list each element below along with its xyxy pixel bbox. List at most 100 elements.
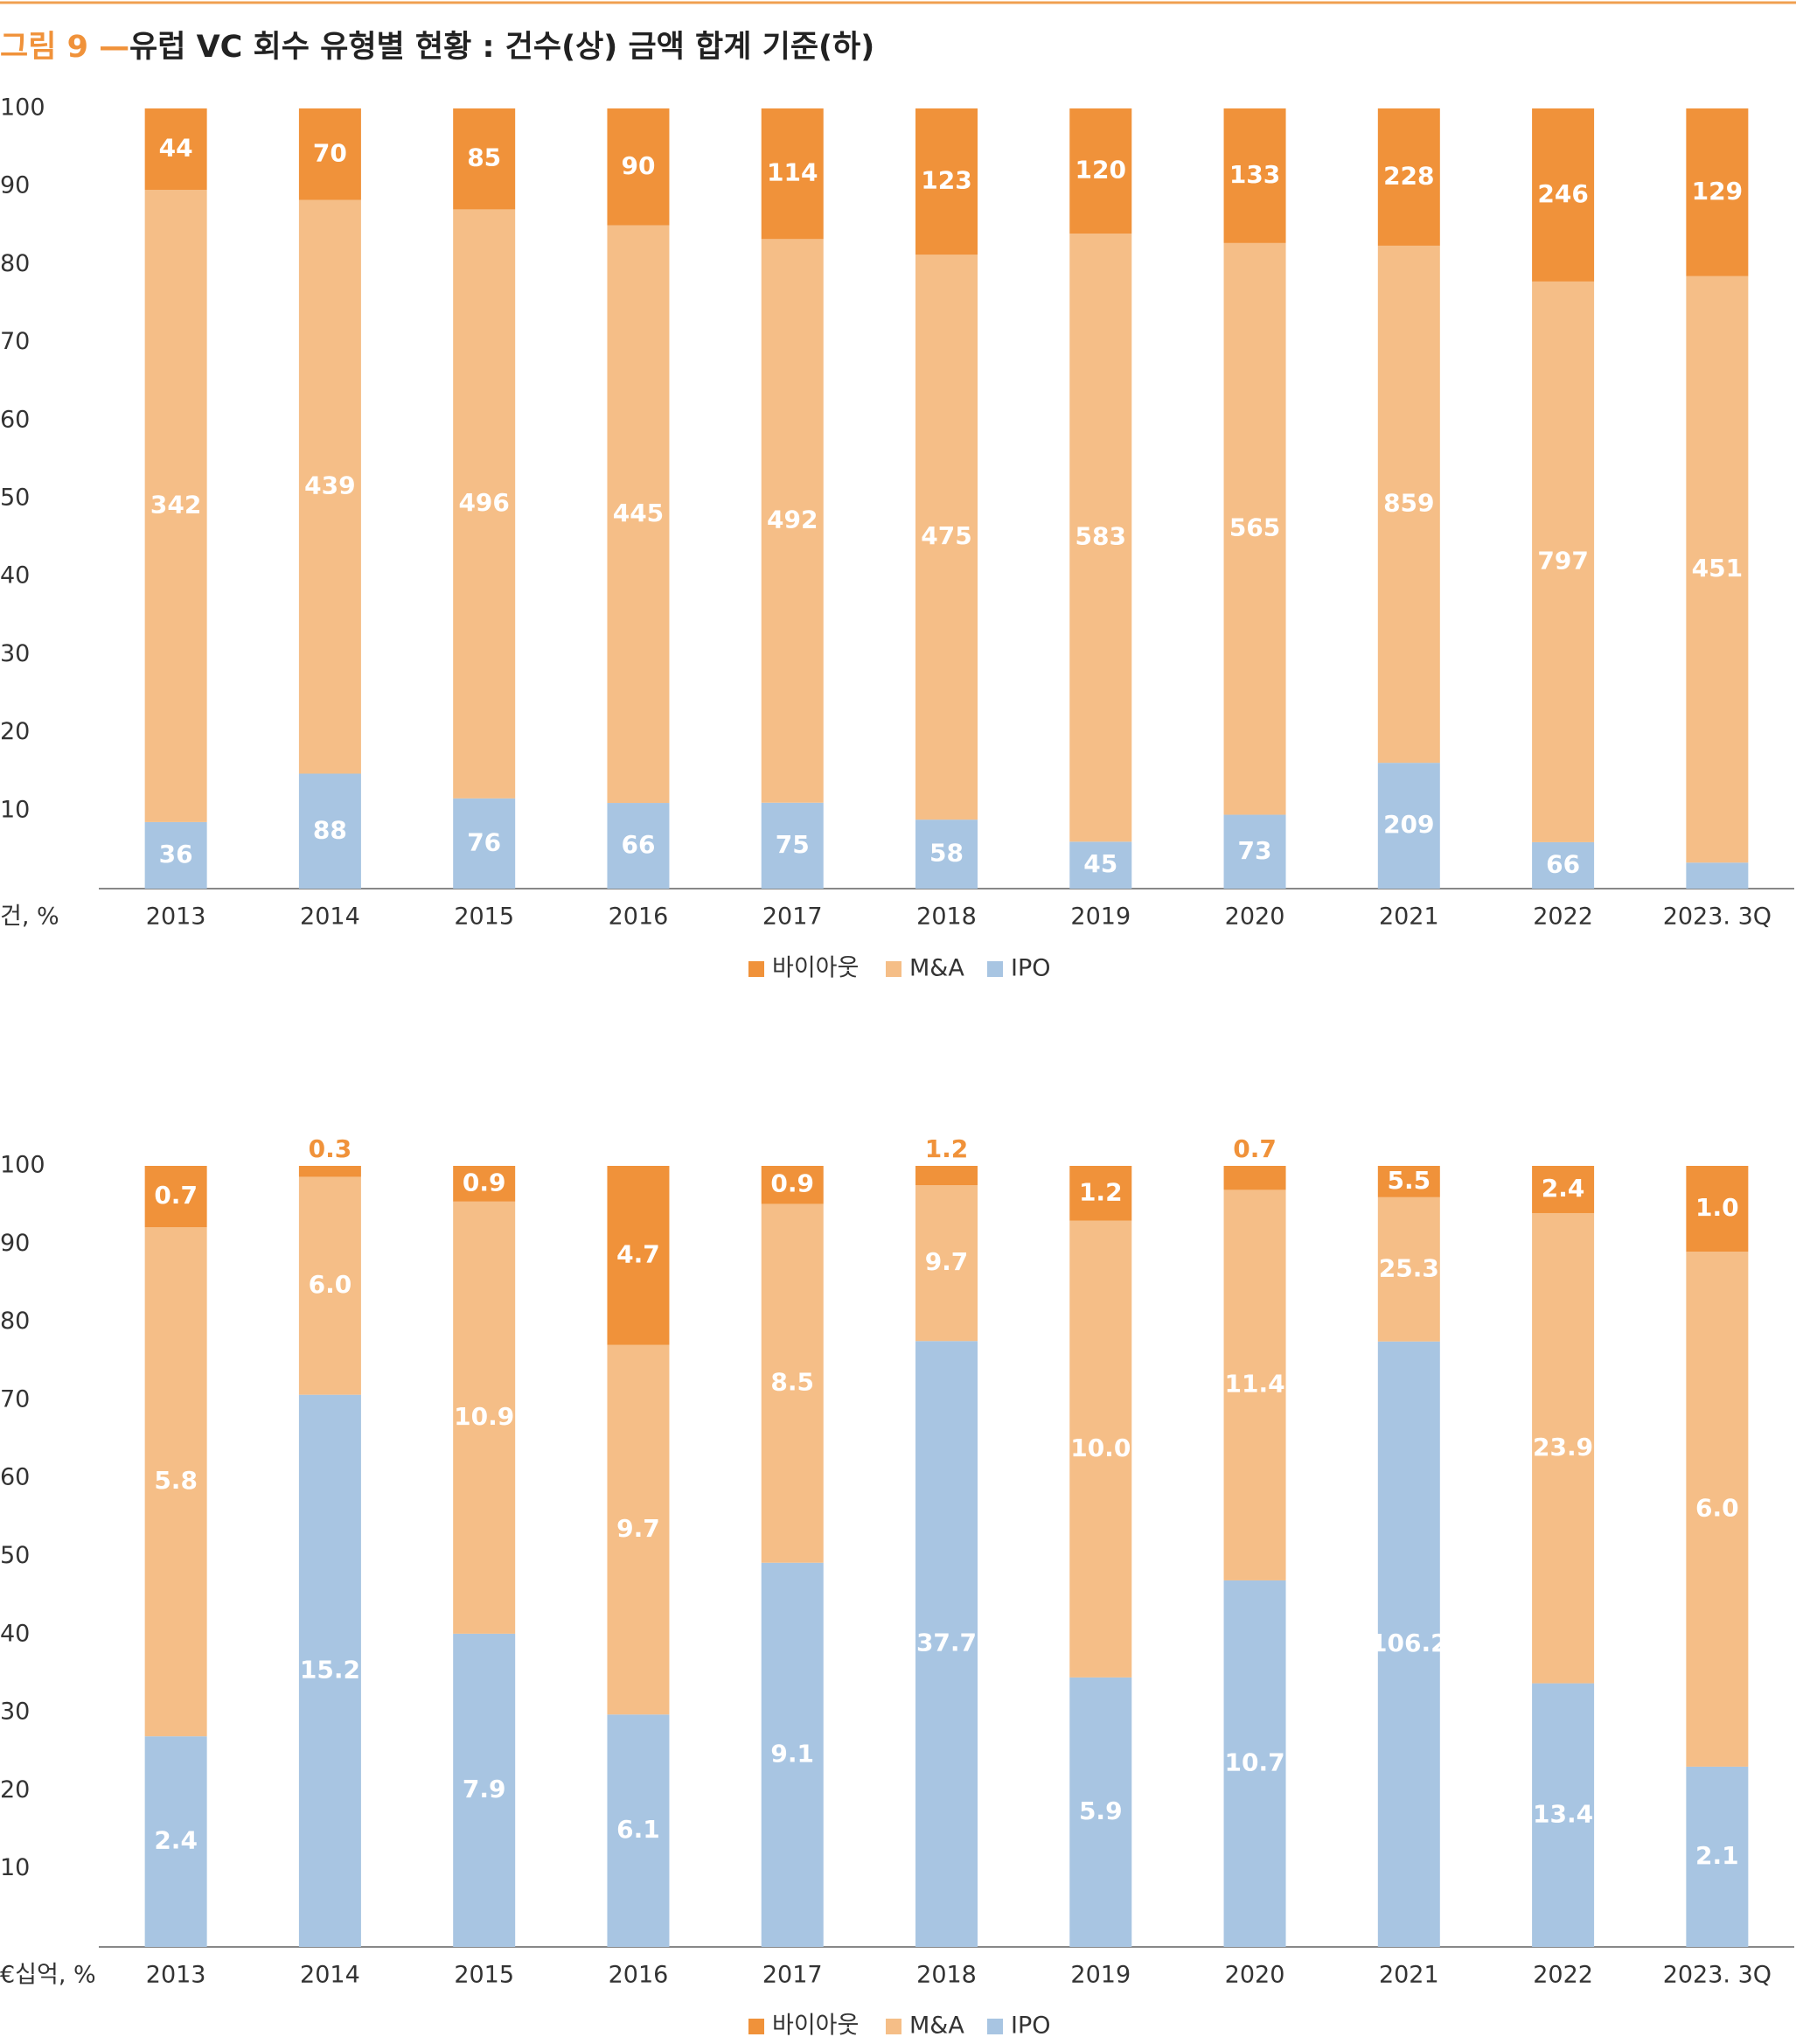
value-label: 4.7 — [616, 1239, 660, 1268]
bar-segment — [607, 1166, 670, 1345]
bar-segment — [1686, 276, 1749, 863]
bar-segment — [1069, 841, 1132, 889]
bar-segment — [1377, 1196, 1440, 1342]
bar-segment — [453, 209, 516, 799]
value-label: 0.7 — [1233, 1134, 1277, 1163]
value-label: 475 — [921, 521, 971, 550]
y-tick-label: 20 — [0, 1776, 30, 1803]
value-label: 0.7 — [154, 1181, 198, 1210]
value-label: 583 — [1076, 522, 1126, 551]
x-tick-label: 2015 — [454, 903, 514, 931]
bar-segment — [607, 1714, 670, 1947]
value-label: 1.2 — [925, 1134, 969, 1163]
value-label: 106.2 — [1370, 1629, 1448, 1657]
x-tick-label: 2021 — [1379, 903, 1439, 931]
y-tick-label: 50 — [0, 1542, 30, 1569]
bar-segment — [1686, 1766, 1749, 1947]
x-tick-label: 2016 — [609, 1962, 669, 1989]
y-tick-label: 40 — [0, 562, 30, 589]
bar-segment — [144, 1166, 207, 1228]
bar-segment — [761, 1562, 824, 1947]
legend-swatch — [987, 2019, 1003, 2034]
x-tick-label: 2013 — [146, 1962, 206, 1989]
bar-segment — [1686, 862, 1749, 889]
y-tick-label: 20 — [0, 718, 30, 745]
value-label: 8.5 — [770, 1368, 814, 1397]
legend-swatch — [886, 961, 901, 977]
x-tick-label: 2015 — [454, 1962, 514, 1989]
bar-segment — [1223, 1166, 1286, 1190]
bar-segment — [1377, 108, 1440, 246]
value-label: 859 — [1383, 489, 1434, 518]
value-label: 10.0 — [1070, 1434, 1131, 1462]
value-label: 45 — [1083, 849, 1117, 878]
bar-segment — [298, 1176, 361, 1395]
value-label: 439 — [304, 471, 355, 500]
y-tick-label: 10 — [0, 1854, 30, 1881]
value-label: 120 — [1076, 156, 1126, 185]
bar-segment — [1686, 1166, 1749, 1252]
value-label: 0.9 — [770, 1169, 814, 1198]
value-label: 565 — [1229, 513, 1280, 542]
value-label: 1.0 — [1695, 1193, 1739, 1222]
bar-segment — [1532, 281, 1595, 842]
bar-segment — [607, 108, 670, 226]
value-label: 88 — [313, 815, 347, 844]
bar-segment — [915, 1341, 978, 1947]
bar-segment — [298, 773, 361, 889]
y-tick-label: 30 — [0, 640, 30, 667]
x-tick-label: 2016 — [609, 903, 669, 931]
y-tick-label: 30 — [0, 1699, 30, 1726]
bar-segment — [915, 1166, 978, 1186]
bar-segment — [1686, 108, 1749, 276]
value-label: 37.7 — [916, 1629, 977, 1657]
value-label: 5.9 — [1079, 1796, 1123, 1825]
value-label: 5.5 — [1388, 1166, 1431, 1195]
y-tick-label: 60 — [0, 406, 30, 433]
bar-segment — [1532, 1212, 1595, 1684]
bar-segment — [298, 1394, 361, 1947]
value-label: 451 — [1692, 554, 1743, 583]
bar-segment — [915, 108, 978, 255]
y-tick-label: 90 — [0, 1230, 30, 1257]
bar-segment — [1377, 763, 1440, 889]
value-label: 58 — [929, 839, 964, 868]
bar-segment — [144, 190, 207, 822]
value-label: 2.1 — [1695, 1841, 1739, 1870]
bar-segment — [144, 821, 207, 889]
value-label: 246 — [1537, 179, 1588, 208]
bar-segment — [453, 1166, 516, 1202]
x-tick-label: 2023. 3Q — [1663, 903, 1772, 931]
bar-segment — [761, 802, 824, 889]
bar-segment — [453, 1633, 516, 1947]
x-tick-label: 2022 — [1533, 903, 1593, 931]
x-tick-label: 2018 — [916, 1962, 977, 1989]
value-label: 75 — [776, 830, 810, 859]
value-label: 73 — [1238, 836, 1272, 865]
value-label: 25.3 — [1379, 1253, 1439, 1282]
x-tick-label: 2018 — [916, 903, 977, 931]
value-label: 797 — [1537, 546, 1588, 575]
bar-segment — [1377, 1166, 1440, 1197]
bar-segment — [1223, 1580, 1286, 1947]
x-tick-label: 2019 — [1070, 903, 1131, 931]
unit-label: €십억, % — [0, 1962, 96, 1989]
legend-swatch — [987, 961, 1003, 977]
value-label: 9.7 — [616, 1514, 660, 1543]
bar-segment — [298, 108, 361, 200]
value-label: 44 — [159, 134, 193, 163]
y-tick-label: 80 — [0, 1308, 30, 1335]
x-tick-label: 2017 — [762, 903, 823, 931]
bar-segment — [453, 798, 516, 889]
value-label: 133 — [1229, 160, 1280, 189]
bar-segment — [298, 199, 361, 774]
bar-segment — [1377, 1341, 1440, 1947]
value-label: 492 — [767, 506, 818, 534]
bar-segment — [607, 803, 670, 889]
value-label: 70 — [313, 138, 347, 167]
value-label: 342 — [150, 490, 201, 519]
x-tick-label: 2014 — [300, 1962, 360, 1989]
y-tick-label: 70 — [0, 328, 30, 355]
bar-segment — [1069, 234, 1132, 842]
